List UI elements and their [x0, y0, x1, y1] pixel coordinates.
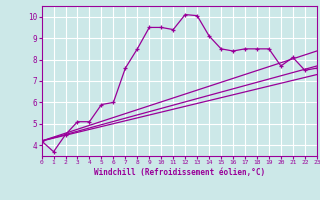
X-axis label: Windchill (Refroidissement éolien,°C): Windchill (Refroidissement éolien,°C)	[94, 168, 265, 177]
